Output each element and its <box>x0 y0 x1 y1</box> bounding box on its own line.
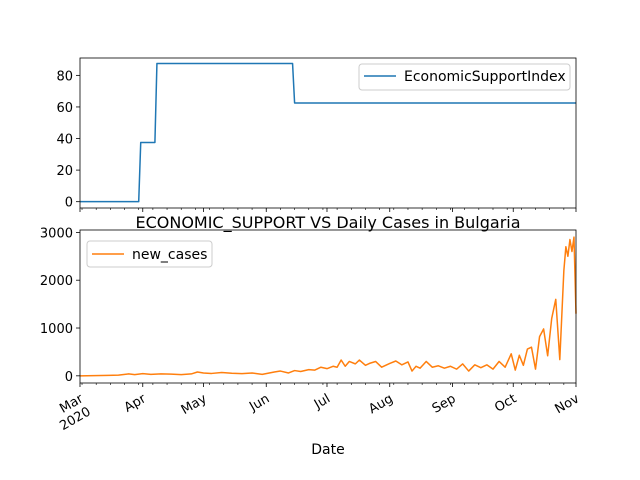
bottom-chart-title: ECONOMIC_SUPPORT VS Daily Cases in Bulga… <box>135 213 520 233</box>
bottom-y-tick-label: 1000 <box>40 322 73 337</box>
bottom-x-axis-label: Date <box>311 442 344 458</box>
top-y-ticks: 0 20 40 60 80 <box>56 69 80 211</box>
top-plot-lines <box>80 62 576 203</box>
top-axes: 0 20 40 60 80 EconomicSupportIndex <box>56 57 577 212</box>
bottom-legend: new_cases <box>86 240 213 268</box>
top-y-tick-label: 60 <box>56 101 73 116</box>
top-y-tick-label: 80 <box>56 69 73 84</box>
top-legend: EconomicSupportIndex <box>358 63 571 91</box>
bottom-y-ticks: 0 1000 2000 3000 <box>40 226 80 385</box>
top-y-tick-label: 0 <box>65 196 73 211</box>
top-legend-box <box>358 63 571 91</box>
top-x-ticks <box>79 208 577 212</box>
top-y-tick-label: 20 <box>56 164 73 179</box>
top-series-line-EconomicSupportIndex <box>80 62 576 203</box>
bottom-axes-frame <box>79 229 577 384</box>
bottom-x-tick-label: Jul <box>311 391 333 412</box>
bottom-plot-lines <box>79 236 577 377</box>
bottom-legend-label: new_cases <box>132 247 207 263</box>
top-axes-frame <box>79 57 577 209</box>
bottom-y-tick-label: 2000 <box>40 274 73 289</box>
bottom-legend-box <box>86 240 213 268</box>
bottom-series-line-new_cases <box>79 236 577 377</box>
top-legend-label: EconomicSupportIndex <box>404 69 566 85</box>
top-y-tick-label: 40 <box>56 133 73 148</box>
bottom-y-tick-label: 0 <box>65 370 73 385</box>
bottom-y-tick-label: 3000 <box>40 226 73 241</box>
